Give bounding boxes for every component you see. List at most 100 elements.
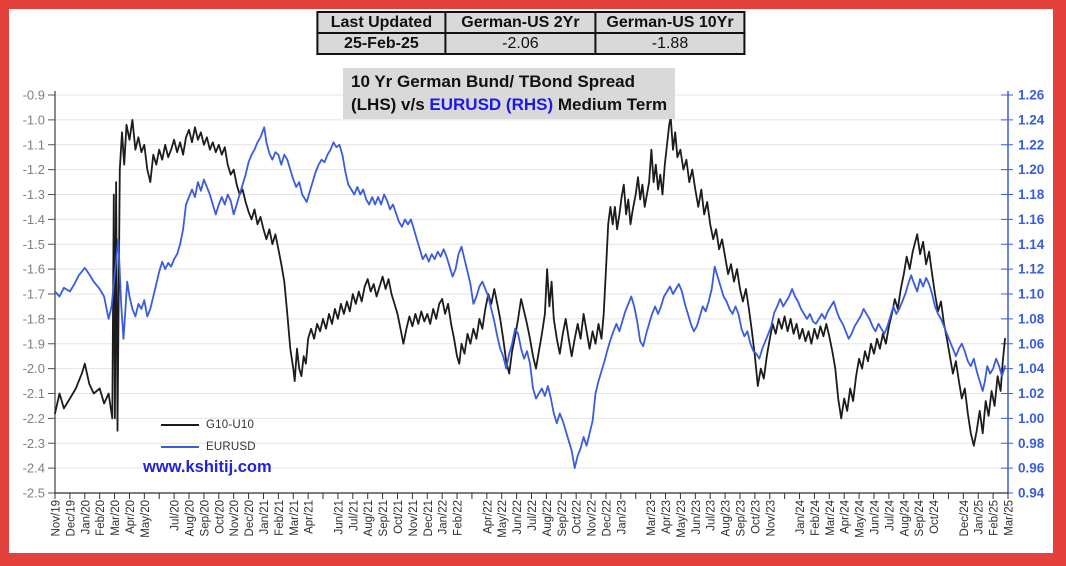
german-us-10yr-value: -1.88 [594,32,746,55]
x-tick-label: Nov/23 [765,500,777,536]
lhs-tick-label: -1.2 [23,162,45,177]
series-line-g10-u10 [54,116,1006,447]
x-tick-label: Apr/22 [482,500,494,534]
x-tick-label: Mar/20 [110,500,122,536]
x-tick-label: Dec/24 [959,499,971,536]
legend-label-g10u10: G10-U10 [206,419,255,431]
x-tick-label: Jan/21 [259,500,271,535]
rhs-tick-label: 1.18 [1018,187,1045,202]
x-tick-label: Nov/21 [408,500,420,536]
x-tick-label: Mar/21 [289,500,301,536]
x-tick-label: Jun/21 [333,500,345,535]
lhs-tick-label: -1.5 [23,237,45,252]
summary-table-wrap: Last Updated German-US 2Yr German-US 10Y… [316,11,746,55]
last-updated-value: 25-Feb-25 [316,32,447,55]
x-tick-label: Oct/22 [572,500,584,534]
title-lhs-text: (LHS) v/s [351,95,430,114]
x-tick-label: May/22 [497,500,509,538]
x-tick-label: Jul/22 [527,500,539,531]
x-tick-label: Sep/22 [557,500,569,536]
lhs-tick-label: -2.1 [23,386,45,401]
rhs-tick-label: 0.94 [1018,486,1045,501]
website-link[interactable]: www.kshitij.com [143,458,272,476]
x-tick-label: Apr/21 [304,500,316,534]
rhs-tick-label: 1.16 [1018,212,1045,227]
x-tick-label: Jan/24 [795,499,807,534]
lhs-tick-label: -1.9 [23,336,45,351]
rhs-tick-label: 1.02 [1018,386,1044,401]
summary-table: Last Updated German-US 2Yr German-US 10Y… [316,11,746,55]
rhs-tick-label: 1.22 [1018,137,1044,152]
x-tick-label: Apr/24 [840,499,852,533]
x-tick-label: Jul/24 [884,499,896,530]
title-term-text: Medium Term [553,95,668,114]
x-tick-label: Aug/21 [363,500,375,536]
chart-area: -0.9 1.26 -1.0 1.24 -1.1 1.22 -1.2 1.20 -1.3 1.18… [9,9,1053,553]
x-tick-label: Oct/23 [750,500,762,534]
lhs-tick-label: -2.4 [23,461,45,476]
lhs-tick-label: -2.5 [23,486,45,501]
x-tick-label: Jul/20 [170,500,182,531]
chart-title-line1: 10 Yr German Bund/ TBond Spread [351,72,636,91]
rhs-tick-label: 1.06 [1018,336,1045,351]
x-tick-label: Aug/22 [542,500,554,536]
legend: G10-U10 EURUSD [161,418,256,462]
lhs-tick-label: -1.7 [23,287,45,302]
g10u10-line-swatch [161,424,199,426]
x-tick-label: Dec/19 [65,500,77,536]
x-tick-label: Feb/20 [95,500,107,536]
chart-title-line2: (LHS) v/s EURUSD (RHS) Medium Term [351,93,667,116]
rhs-tick-label: 0.98 [1018,436,1045,451]
x-tick-label: Feb/25 [989,500,1001,536]
x-tick-label: Jun/24 [869,499,881,534]
legend-item-eurusd: EURUSD [161,440,256,454]
x-tick-label: Oct/20 [214,500,226,534]
rhs-tick-label: 1.26 [1018,88,1045,103]
eurusd-line-swatch [161,446,199,448]
x-tick-label: Oct/24 [929,499,941,533]
rhs-tick-label: 1.00 [1018,411,1044,426]
x-tick-label: Mar/25 [1004,500,1016,536]
legend-item-g10u10: G10-U10 [161,418,256,432]
x-tick-label: Dec/22 [601,500,613,536]
chart-title: 10 Yr German Bund/ TBond Spread (LHS) v/… [343,68,676,119]
title-eurusd-text: EURUSD (RHS) [429,95,554,114]
rhs-tick-label: 1.10 [1018,287,1044,302]
x-tick-label: Aug/20 [185,500,197,536]
lhs-tick-label: -1.6 [23,262,45,277]
rhs-tick-label: 1.24 [1018,112,1045,127]
x-tick-label: Jan/20 [80,500,92,535]
x-tick-label: Sep/21 [378,500,390,536]
x-tick-label: Jan/23 [616,500,628,535]
chart-plot: -0.9 1.26 -1.0 1.24 -1.1 1.22 -1.2 1.20 -1.3 1.18… [23,88,1045,538]
x-tick-label: Nov/20 [229,500,241,536]
x-tick-label: Sep/20 [199,500,211,536]
rhs-tick-label: 1.04 [1018,361,1045,376]
x-tick-label: Nov/22 [587,500,599,536]
series-line-eurusd [54,126,1006,469]
x-tick-label: Jul/23 [706,500,718,531]
x-tick-label: Apr/20 [125,500,137,534]
x-tick-label: Nov/19 [51,500,63,536]
x-tick-label: Jan/25 [974,500,986,535]
x-tick-label: May/20 [140,500,152,538]
x-tick-label: Aug/24 [899,499,911,536]
lhs-tick-label: -1.3 [23,187,45,202]
x-tick-label: Jun/22 [512,500,524,535]
x-tick-label: Jan/22 [438,500,450,535]
x-tick-label: Aug/23 [721,500,733,536]
x-tick-label: Feb/21 [274,500,286,536]
lhs-tick-label: -1.4 [23,212,45,227]
x-tick-label: Sep/23 [735,500,747,536]
rhs-tick-label: 1.14 [1018,237,1045,252]
lhs-tick-label: -2.0 [23,361,45,376]
x-tick-label: May/24 [855,499,867,537]
x-tick-label: Apr/23 [661,500,673,534]
x-tick-label: Mar/23 [646,500,658,536]
x-tick-label: Jul/21 [348,500,360,531]
lhs-tick-label: -1.8 [23,311,45,326]
rhs-tick-label: 1.08 [1018,311,1045,326]
lhs-tick-label: -1.0 [23,112,45,127]
x-tick-label: Feb/22 [453,500,465,536]
